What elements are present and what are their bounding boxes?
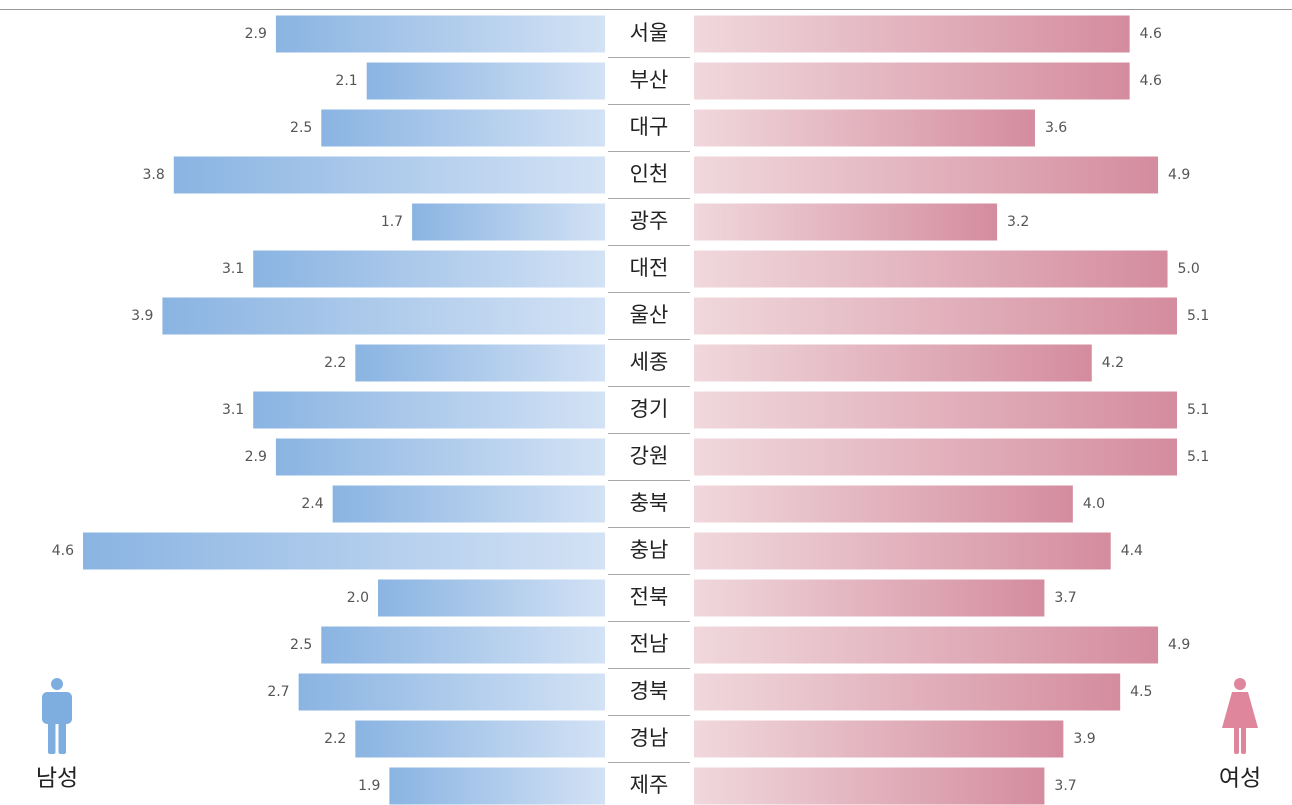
bar (694, 485, 1073, 523)
category-label: 강원 (630, 444, 669, 468)
bar (378, 579, 605, 617)
category-label: 충남 (630, 538, 669, 562)
value-label: 2.5 (290, 637, 312, 653)
value-label: 4.6 (52, 543, 74, 559)
value-label: 4.0 (1083, 496, 1105, 512)
value-label: 4.6 (1140, 73, 1162, 89)
value-label: 3.2 (1007, 214, 1029, 230)
value-label: 4.6 (1140, 26, 1162, 42)
bar (173, 156, 606, 194)
bar (253, 250, 605, 288)
category-label: 제주 (630, 773, 669, 797)
value-label: 2.4 (301, 496, 323, 512)
bar (694, 297, 1177, 335)
value-label: 4.4 (1121, 543, 1143, 559)
bar (694, 767, 1045, 805)
value-label: 3.7 (1054, 778, 1076, 794)
value-label: 3.6 (1045, 120, 1067, 136)
bar (694, 391, 1177, 429)
value-label: 3.1 (222, 402, 244, 418)
bar (694, 15, 1130, 53)
bar (694, 532, 1111, 570)
value-label: 5.1 (1187, 308, 1209, 324)
bar (83, 532, 605, 570)
bar (355, 344, 605, 382)
value-label: 2.7 (267, 684, 289, 700)
value-label: 1.9 (358, 778, 380, 794)
category-label: 울산 (630, 303, 669, 327)
value-label: 5.0 (1178, 261, 1200, 277)
bar (694, 626, 1159, 664)
value-label: 2.9 (245, 449, 267, 465)
bar (253, 391, 605, 429)
value-label: 4.2 (1102, 355, 1124, 371)
bar (694, 344, 1092, 382)
bar (694, 720, 1064, 758)
category-label: 경기 (630, 397, 669, 421)
bar (275, 438, 605, 476)
value-label: 4.9 (1168, 637, 1190, 653)
category-label: 세종 (630, 350, 669, 374)
value-label: 3.7 (1054, 590, 1076, 606)
value-label: 2.5 (290, 120, 312, 136)
bar (694, 250, 1168, 288)
category-label: 대전 (630, 256, 669, 280)
female-icon (1222, 678, 1258, 754)
male-icon (42, 678, 72, 754)
bar (332, 485, 605, 523)
category-label: 전북 (630, 585, 669, 609)
category-label: 충북 (630, 491, 669, 515)
bar (275, 15, 605, 53)
value-label: 2.1 (335, 73, 357, 89)
bar (162, 297, 605, 335)
bar (366, 62, 605, 100)
legend-label: 여성 (1219, 766, 1261, 792)
category-label: 서울 (630, 21, 669, 45)
value-label: 2.2 (324, 731, 346, 747)
bar (389, 767, 605, 805)
bar (355, 720, 605, 758)
category-label: 경남 (630, 726, 669, 750)
category-label: 경북 (630, 679, 669, 703)
bar (694, 62, 1130, 100)
category-label: 인천 (630, 162, 669, 186)
bar (694, 156, 1159, 194)
value-label: 3.8 (143, 167, 165, 183)
category-label: 대구 (630, 115, 669, 139)
bar (694, 579, 1045, 617)
value-label: 3.1 (222, 261, 244, 277)
value-label: 2.9 (245, 26, 267, 42)
value-label: 5.1 (1187, 402, 1209, 418)
value-label: 2.2 (324, 355, 346, 371)
bar (694, 203, 998, 241)
legend-label: 남성 (36, 766, 78, 792)
category-label: 광주 (630, 209, 669, 233)
value-label: 1.7 (381, 214, 403, 230)
value-label: 4.5 (1130, 684, 1152, 700)
value-label: 4.9 (1168, 167, 1190, 183)
value-label: 2.0 (347, 590, 369, 606)
value-label: 3.9 (1073, 731, 1095, 747)
category-label: 전남 (630, 632, 669, 656)
bar (321, 109, 605, 147)
category-label: 부산 (630, 68, 669, 92)
bar (298, 673, 605, 711)
bar (694, 438, 1177, 476)
bar (694, 673, 1121, 711)
bar (694, 109, 1035, 147)
bar (412, 203, 605, 241)
bar (321, 626, 605, 664)
value-label: 3.9 (131, 308, 153, 324)
value-label: 5.1 (1187, 449, 1209, 465)
